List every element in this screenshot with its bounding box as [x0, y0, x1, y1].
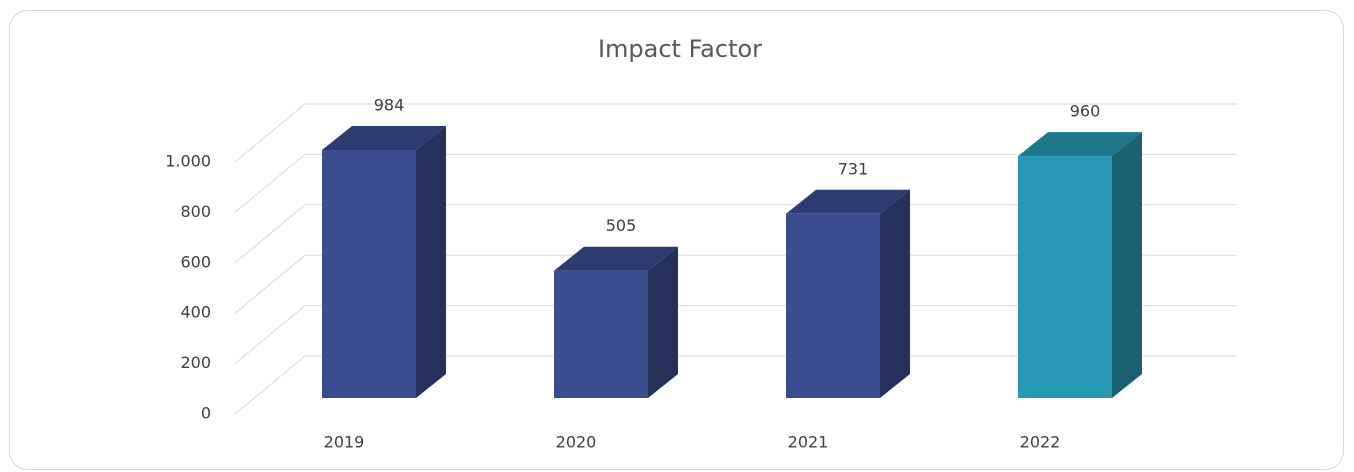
grid-line [234, 103, 306, 163]
bar-side [880, 189, 910, 398]
x-tick-label: 2019 [324, 433, 365, 452]
bar-side [1112, 132, 1142, 398]
x-tick-label: 2020 [556, 433, 597, 452]
value-label: 505 [606, 216, 637, 235]
bar-top [1018, 132, 1142, 157]
chart-title: Impact Factor [598, 35, 762, 63]
y-tick-label: 1.000 [165, 152, 211, 171]
bar [554, 270, 648, 398]
value-label: 960 [1070, 102, 1101, 121]
bar-top [322, 126, 446, 151]
y-tick-label: 200 [180, 353, 211, 372]
grid-line [234, 305, 306, 364]
bar-side [648, 246, 678, 398]
y-tick-label: 600 [180, 252, 211, 271]
bar [322, 150, 416, 398]
bar-top [554, 246, 678, 271]
bar-side [416, 126, 446, 399]
x-tick-label: 2022 [1020, 433, 1061, 452]
y-tick-label: 400 [180, 303, 211, 322]
grid-line [234, 254, 306, 314]
grid-line [234, 204, 306, 264]
bar [786, 213, 880, 398]
value-label: 731 [838, 159, 869, 178]
y-tick-label: 0 [201, 404, 211, 423]
y-tick-label: 800 [180, 202, 211, 221]
x-tick-label: 2021 [788, 433, 829, 452]
value-label: 984 [374, 96, 405, 115]
bar [1018, 156, 1112, 398]
grid-line [234, 154, 306, 213]
grid-line [234, 355, 306, 415]
card [9, 10, 1344, 470]
bar-top [786, 189, 910, 214]
